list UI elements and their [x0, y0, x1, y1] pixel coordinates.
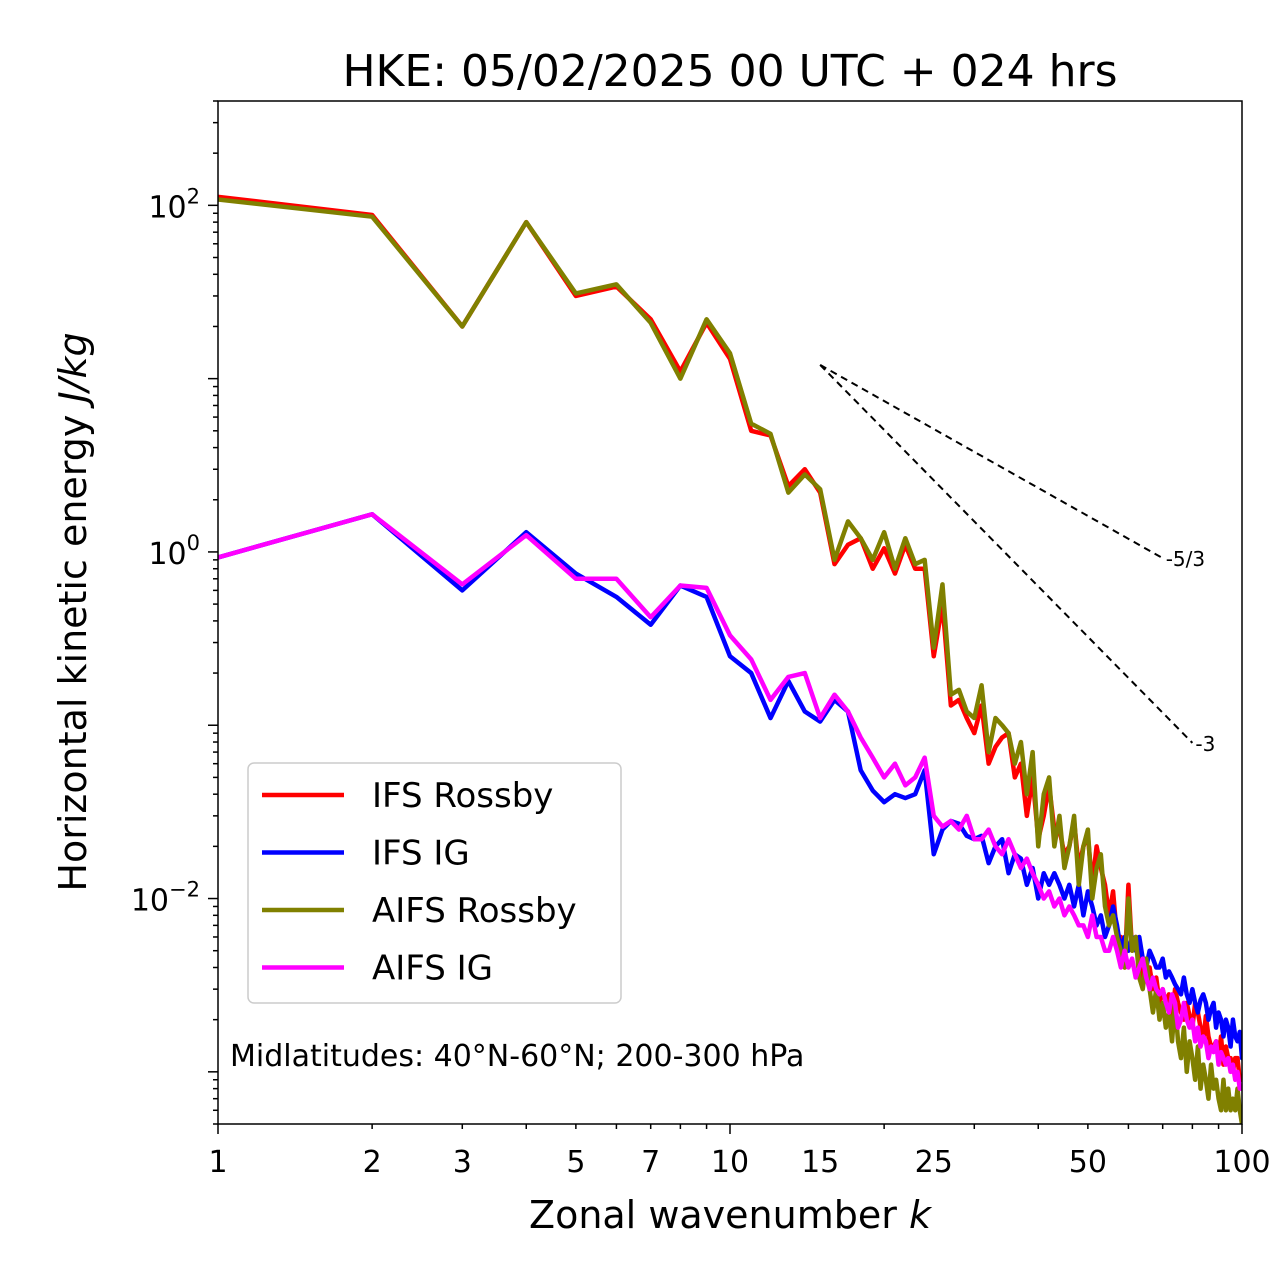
y-tick-label: 10−2: [131, 878, 200, 919]
y-tick-label: 102: [148, 184, 200, 225]
x-tick-label: 25: [915, 1145, 953, 1180]
x-tick-label: 50: [1069, 1145, 1107, 1180]
x-axis-label-main: Zonal wavenumber: [529, 1193, 909, 1237]
x-tick-label: 15: [801, 1145, 839, 1180]
x-tick-label: 3: [453, 1145, 472, 1180]
x-axis-label: Zonal wavenumber k: [529, 1193, 933, 1237]
x-axis-ticks: 1 2 3 5 7 10 15 25 50 100: [208, 1124, 1271, 1180]
series-layer: [218, 194, 1242, 1124]
x-axis-label-variable: k: [909, 1193, 933, 1237]
legend-label-aifs-ig: AIFS IG: [372, 949, 493, 989]
series-line-aifs-rossby: [218, 197, 1242, 1124]
legend-label-ifs-ig: IFS IG: [372, 834, 470, 874]
x-tick-label: 7: [641, 1145, 660, 1180]
reference-slope-line-0: [819, 364, 1164, 560]
y-axis-label-unit: J/kg: [51, 332, 95, 409]
x-tick-label: 2: [363, 1145, 382, 1180]
series-line-aifs-ig: [218, 511, 1242, 1091]
y-axis-label-main: Horizontal kinetic energy: [51, 403, 95, 892]
reference-slope-label-1: -3: [1195, 732, 1215, 756]
region-annotation: Midlatitudes: 40°N-60°N; 200-300 hPa: [230, 1039, 804, 1074]
x-tick-label: 100: [1213, 1145, 1270, 1180]
x-tick-label: 1: [208, 1145, 227, 1180]
reference-slope-line-1: [819, 364, 1194, 744]
legend: IFS Rossby IFS IG AIFS Rossby AIFS IG: [247, 762, 622, 1004]
x-tick-label: 5: [566, 1145, 585, 1180]
reference-slope-layer: -5/3 -3: [819, 364, 1215, 756]
reference-slope-label-0: -5/3: [1166, 547, 1205, 571]
chart-title: HKE: 05/02/2025 00 UTC + 024 hrs: [342, 46, 1117, 97]
x-tick-label: 10: [711, 1145, 749, 1180]
y-tick-label: 100: [148, 531, 200, 572]
legend-label-aifs-rossby: AIFS Rossby: [372, 891, 577, 931]
y-axis-ticks: 102 100 10−2: [131, 100, 218, 1125]
legend-label-ifs-rossby: IFS Rossby: [372, 776, 553, 816]
y-axis-label: Horizontal kinetic energy J/kg: [51, 332, 95, 891]
legend-box: [247, 762, 622, 1004]
